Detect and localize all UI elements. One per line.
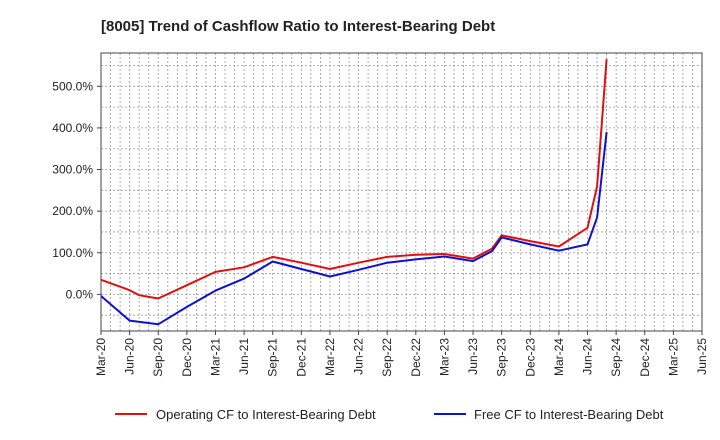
- x-tick-label: Dec-20: [180, 338, 194, 377]
- series-lines: [100, 59, 608, 326]
- x-tick-label: Dec-22: [409, 338, 423, 377]
- x-tick-label: Sep-24: [609, 338, 623, 377]
- legend: Operating CF to Interest-Bearing Debt Fre…: [115, 407, 664, 422]
- x-tick-label: Mar-22: [323, 338, 337, 376]
- x-tick-label: Mar-23: [437, 338, 451, 376]
- legend-label: Operating CF to Interest-Bearing Debt: [156, 407, 376, 422]
- x-tick-label: Mar-21: [208, 338, 222, 376]
- x-tick-label: Sep-22: [380, 338, 394, 377]
- x-tick-label: Mar-25: [666, 338, 680, 376]
- plot-frame: [100, 52, 703, 332]
- series-line-free-cf: [100, 131, 608, 326]
- x-tick-label: Sep-20: [151, 338, 165, 377]
- x-tick-label: Sep-21: [266, 338, 280, 377]
- grid-lines: [100, 53, 703, 331]
- y-axis-ticks: 0.0% 100.0% 200.0% 300.0% 400.0% 500.0%: [52, 79, 101, 301]
- x-tick-label: Jun-24: [581, 338, 595, 375]
- y-tick-label: 0.0%: [66, 287, 94, 301]
- x-tick-label: Dec-23: [523, 338, 537, 377]
- x-tick-label: Jun-22: [352, 338, 366, 375]
- x-tick-label: Jun-20: [123, 338, 137, 375]
- x-tick-label: Mar-20: [94, 338, 108, 376]
- y-tick-label: 300.0%: [52, 163, 93, 177]
- x-tick-label: Sep-23: [495, 338, 509, 377]
- x-tick-label: Jun-25: [695, 338, 709, 375]
- y-tick-label: 400.0%: [52, 121, 93, 135]
- series-line-operating-cf: [100, 59, 608, 300]
- x-tick-label: Jun-23: [466, 338, 480, 375]
- x-tick-label: Mar-24: [552, 338, 566, 376]
- x-axis-ticks: Mar-20 Jun-20 Sep-20 Dec-20 Mar-21 Jun-21 Sep-…: [94, 331, 709, 377]
- chart-title: [8005] Trend of Cashflow Ratio to Intere…: [101, 18, 495, 35]
- legend-label: Free CF to Interest-Bearing Debt: [474, 407, 664, 422]
- y-tick-label: 100.0%: [52, 246, 93, 260]
- x-tick-label: Dec-21: [294, 338, 308, 377]
- y-tick-label: 200.0%: [52, 204, 93, 218]
- x-tick-label: Dec-24: [638, 338, 652, 377]
- x-tick-label: Jun-21: [237, 338, 251, 375]
- y-tick-label: 500.0%: [52, 79, 93, 93]
